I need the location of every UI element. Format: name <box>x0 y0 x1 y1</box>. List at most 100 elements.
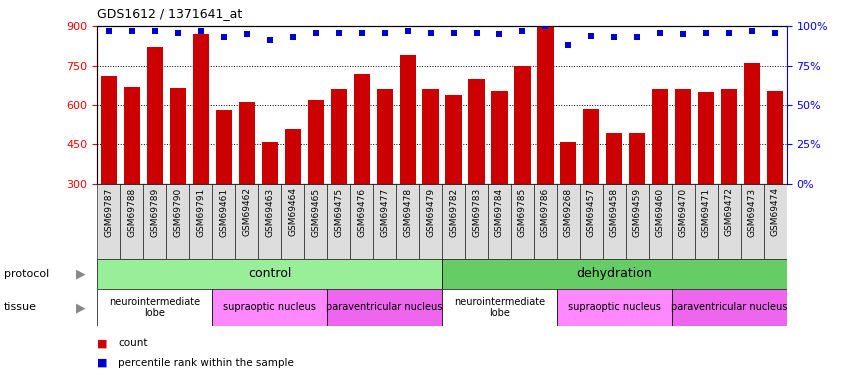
Bar <box>560 142 576 262</box>
Text: GSM69789: GSM69789 <box>151 188 159 237</box>
Bar <box>442 289 557 326</box>
Bar <box>718 184 741 259</box>
Point <box>102 28 116 34</box>
Text: protocol: protocol <box>4 269 49 279</box>
Bar <box>97 184 120 259</box>
Bar <box>764 184 787 259</box>
Text: GSM69783: GSM69783 <box>472 188 481 237</box>
Text: supraoptic nucleus: supraoptic nucleus <box>223 303 316 312</box>
Bar <box>190 184 212 259</box>
Point <box>125 28 139 34</box>
Bar <box>492 91 508 262</box>
Text: tissue: tissue <box>4 303 37 312</box>
Text: GSM69462: GSM69462 <box>242 188 251 237</box>
Bar <box>488 184 511 259</box>
Text: GSM69791: GSM69791 <box>196 188 206 237</box>
Text: GSM69473: GSM69473 <box>748 188 757 237</box>
Bar <box>722 89 738 262</box>
Bar <box>465 184 488 259</box>
Bar <box>626 184 649 259</box>
Text: GSM69458: GSM69458 <box>610 188 619 237</box>
Text: supraoptic nucleus: supraoptic nucleus <box>568 303 661 312</box>
Point <box>286 34 299 40</box>
Point <box>677 31 690 37</box>
Text: GDS1612 / 1371641_at: GDS1612 / 1371641_at <box>97 8 243 21</box>
Text: GSM69477: GSM69477 <box>380 188 389 237</box>
Bar <box>235 184 258 259</box>
Bar <box>584 109 600 262</box>
Bar <box>514 66 530 262</box>
Text: GSM69786: GSM69786 <box>541 188 550 237</box>
Bar <box>281 184 305 259</box>
Bar <box>350 184 373 259</box>
Point <box>240 31 254 37</box>
Point <box>654 30 667 36</box>
Point <box>722 30 736 36</box>
Point <box>447 30 460 36</box>
Bar <box>557 184 580 259</box>
Bar <box>143 184 166 259</box>
Bar <box>170 88 186 262</box>
Bar <box>607 133 623 262</box>
Bar <box>166 184 190 259</box>
Bar <box>308 100 324 262</box>
Point <box>745 28 759 34</box>
Bar <box>396 184 419 259</box>
Point <box>309 30 322 36</box>
Text: ▶: ▶ <box>76 301 85 314</box>
Point <box>585 33 598 39</box>
Bar <box>649 184 672 259</box>
Point <box>401 28 415 34</box>
Bar <box>446 94 462 262</box>
Bar <box>376 89 393 262</box>
Text: GSM69476: GSM69476 <box>357 188 366 237</box>
Text: GSM69474: GSM69474 <box>771 188 780 237</box>
Text: GSM69464: GSM69464 <box>288 188 297 237</box>
Text: GSM69475: GSM69475 <box>334 188 343 237</box>
Point <box>217 34 230 40</box>
Text: percentile rank within the sample: percentile rank within the sample <box>118 358 294 368</box>
Point <box>768 30 782 36</box>
Text: GSM69465: GSM69465 <box>311 188 320 237</box>
Bar <box>239 102 255 262</box>
Bar <box>327 289 442 326</box>
Text: GSM69472: GSM69472 <box>725 188 733 237</box>
Text: control: control <box>248 267 291 280</box>
Point <box>492 31 506 37</box>
Point <box>354 30 368 36</box>
Bar <box>675 89 691 262</box>
Bar <box>767 91 783 262</box>
Text: dehydration: dehydration <box>576 267 652 280</box>
Text: GSM69471: GSM69471 <box>702 188 711 237</box>
Point <box>424 30 437 36</box>
Text: GSM69460: GSM69460 <box>656 188 665 237</box>
Bar <box>193 34 209 262</box>
Bar <box>212 289 327 326</box>
Text: ■: ■ <box>97 338 107 348</box>
Point <box>378 30 392 36</box>
Bar <box>652 89 668 262</box>
Point <box>263 38 277 44</box>
Text: GSM69463: GSM69463 <box>265 188 274 237</box>
Bar <box>305 184 327 259</box>
Bar <box>261 142 277 262</box>
Bar <box>580 184 603 259</box>
Text: GSM69787: GSM69787 <box>104 188 113 237</box>
Bar <box>741 184 764 259</box>
Bar <box>373 184 396 259</box>
Bar <box>511 184 534 259</box>
Bar <box>629 133 645 262</box>
Text: neurointermediate
lobe: neurointermediate lobe <box>454 297 545 318</box>
Bar <box>537 26 553 262</box>
Text: ▶: ▶ <box>76 267 85 280</box>
Point <box>700 30 713 36</box>
Text: GSM69788: GSM69788 <box>127 188 136 237</box>
Text: GSM69478: GSM69478 <box>403 188 412 237</box>
Bar <box>672 184 695 259</box>
Bar <box>97 259 442 289</box>
Bar <box>698 92 714 262</box>
Text: GSM69782: GSM69782 <box>449 188 458 237</box>
Bar <box>744 63 761 262</box>
Text: GSM69461: GSM69461 <box>219 188 228 237</box>
Bar <box>124 87 140 262</box>
